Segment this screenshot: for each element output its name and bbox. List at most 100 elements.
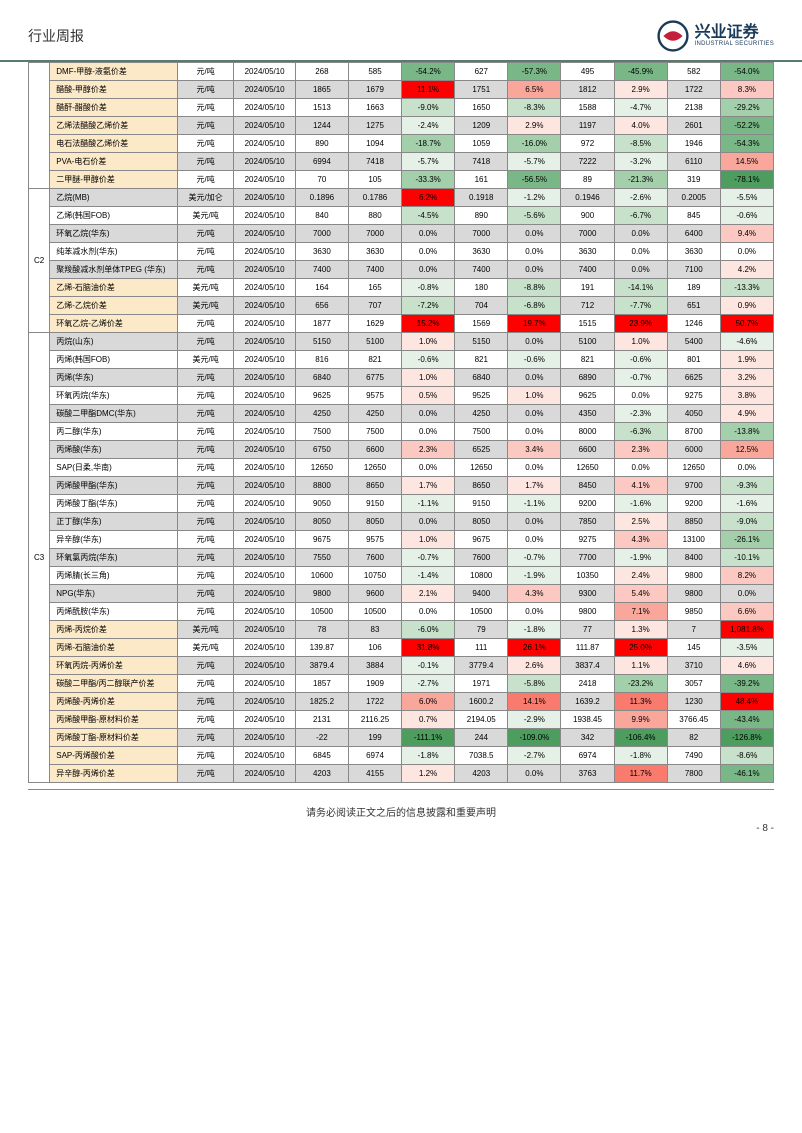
value-cell: 6974 <box>561 747 614 765</box>
value-cell: 12650 <box>561 459 614 477</box>
value-cell: 5100 <box>561 333 614 351</box>
date-cell: 2024/05/10 <box>234 495 295 513</box>
value-cell: 1629 <box>348 315 401 333</box>
product-name: 乙烯法醋酸乙烯价差 <box>50 117 178 135</box>
pct-cell: 4.2% <box>720 261 773 279</box>
value-cell: 161 <box>455 171 508 189</box>
value-cell: 10500 <box>348 603 401 621</box>
unit-cell: 元/吨 <box>177 261 234 279</box>
unit-cell: 元/吨 <box>177 675 234 693</box>
value-cell: 3630 <box>295 243 348 261</box>
value-cell: 78 <box>295 621 348 639</box>
pct-cell: 0.0% <box>614 387 667 405</box>
pct-cell: 0.0% <box>508 765 561 783</box>
pct-cell: -1.1% <box>508 495 561 513</box>
table-row: 乙烯(韩国FOB)美元/吨2024/05/10840880-4.5%890-5.… <box>29 207 774 225</box>
value-cell: 79 <box>455 621 508 639</box>
pct-cell: -13.8% <box>720 423 773 441</box>
value-cell: 8800 <box>295 477 348 495</box>
unit-cell: 元/吨 <box>177 585 234 603</box>
unit-cell: 元/吨 <box>177 747 234 765</box>
table-row: NPG(华东)元/吨2024/05/10980096002.1%94004.3%… <box>29 585 774 603</box>
value-cell: 8850 <box>667 513 720 531</box>
product-name: 丙二醇(华东) <box>50 423 178 441</box>
pct-cell: -5.6% <box>508 207 561 225</box>
date-cell: 2024/05/10 <box>234 531 295 549</box>
pct-cell: 8.3% <box>720 81 773 99</box>
value-cell: 9150 <box>455 495 508 513</box>
unit-cell: 美元/吨 <box>177 207 234 225</box>
date-cell: 2024/05/10 <box>234 657 295 675</box>
value-cell: 7600 <box>348 549 401 567</box>
pct-cell: 2.6% <box>508 657 561 675</box>
pct-cell: 4.3% <box>614 531 667 549</box>
table-row: 丙烯-丙烷价差美元/吨2024/05/107883-6.0%79-1.8%771… <box>29 621 774 639</box>
value-cell: 7400 <box>561 261 614 279</box>
value-cell: 9600 <box>348 585 401 603</box>
value-cell: 7038.5 <box>455 747 508 765</box>
unit-cell: 元/吨 <box>177 549 234 567</box>
value-cell: 3710 <box>667 657 720 675</box>
pct-cell: 14.1% <box>508 693 561 711</box>
table-row: 丙烯酰胺(华东)元/吨2024/05/1010500105000.0%10500… <box>29 603 774 621</box>
pct-cell: -3.2% <box>614 153 667 171</box>
product-name: 丙烯酸(华东) <box>50 441 178 459</box>
value-cell: 4155 <box>348 765 401 783</box>
pct-cell: -1.8% <box>614 747 667 765</box>
table-row: 碳酸二甲酯DMC(华东)元/吨2024/05/10425042500.0%425… <box>29 405 774 423</box>
value-cell: 8450 <box>561 477 614 495</box>
date-cell: 2024/05/10 <box>234 585 295 603</box>
pct-cell: 1.0% <box>402 369 455 387</box>
pct-cell: 0.0% <box>508 531 561 549</box>
value-cell: 7850 <box>561 513 614 531</box>
table-row: 环氧氯丙烷(华东)元/吨2024/05/1075507600-0.7%7600-… <box>29 549 774 567</box>
unit-cell: 元/吨 <box>177 315 234 333</box>
value-cell: 6845 <box>295 747 348 765</box>
pct-cell: 15.2% <box>402 315 455 333</box>
pct-cell: 2.9% <box>508 117 561 135</box>
date-cell: 2024/05/10 <box>234 513 295 531</box>
value-cell: 7550 <box>295 549 348 567</box>
value-cell: 8000 <box>561 423 614 441</box>
table-row: 环氧丙烷-丙烯价差元/吨2024/05/103879.43884-0.1%377… <box>29 657 774 675</box>
logo-en: INDUSTRIAL SECURITIES <box>695 41 774 47</box>
product-name: 丙烯酸-丙烯价差 <box>50 693 178 711</box>
table-row: 丙烯腈(长三角)元/吨2024/05/101060010750-1.4%1080… <box>29 567 774 585</box>
value-cell: 6750 <box>295 441 348 459</box>
pct-cell: 31.8% <box>402 639 455 657</box>
pct-cell: 0.0% <box>508 333 561 351</box>
product-name: 丙烯-石脑油价差 <box>50 639 178 657</box>
product-name: 聚羧酸减水剂单体TPEG (华东) <box>50 261 178 279</box>
pct-cell: -21.3% <box>614 171 667 189</box>
unit-cell: 元/吨 <box>177 567 234 585</box>
value-cell: 4203 <box>295 765 348 783</box>
value-cell: 1209 <box>455 117 508 135</box>
pct-cell: 11.3% <box>614 693 667 711</box>
pct-cell: 7.1% <box>614 603 667 621</box>
product-name: 醋酐-醋酸价差 <box>50 99 178 117</box>
pct-cell: 1.1% <box>614 657 667 675</box>
value-cell: 1751 <box>455 81 508 99</box>
pct-cell: -56.5% <box>508 171 561 189</box>
group-label: C2 <box>29 189 50 333</box>
pct-cell: 23.9% <box>614 315 667 333</box>
pct-cell: 0.0% <box>508 369 561 387</box>
pct-cell: 4.3% <box>508 585 561 603</box>
date-cell: 2024/05/10 <box>234 279 295 297</box>
pct-cell: 0.0% <box>402 423 455 441</box>
table-row: C3丙烷(山东)元/吨2024/05/10515051001.0%51500.0… <box>29 333 774 351</box>
pct-cell: -0.6% <box>614 351 667 369</box>
pct-cell: -7.7% <box>614 297 667 315</box>
unit-cell: 元/吨 <box>177 531 234 549</box>
table-row: 纯苯减水剂(华东)元/吨2024/05/10363036300.0%36300.… <box>29 243 774 261</box>
product-name: 电石法醋酸乙烯价差 <box>50 135 178 153</box>
value-cell: 0.1946 <box>561 189 614 207</box>
pct-cell: -0.7% <box>402 549 455 567</box>
table-row: C2乙烷(MB)美元/加仑2024/05/100.18960.17866.2%0… <box>29 189 774 207</box>
pct-cell: 2.4% <box>614 567 667 585</box>
value-cell: 4250 <box>295 405 348 423</box>
value-cell: 4203 <box>455 765 508 783</box>
value-cell: 890 <box>295 135 348 153</box>
pct-cell: 0.9% <box>720 297 773 315</box>
pct-cell: -26.1% <box>720 531 773 549</box>
